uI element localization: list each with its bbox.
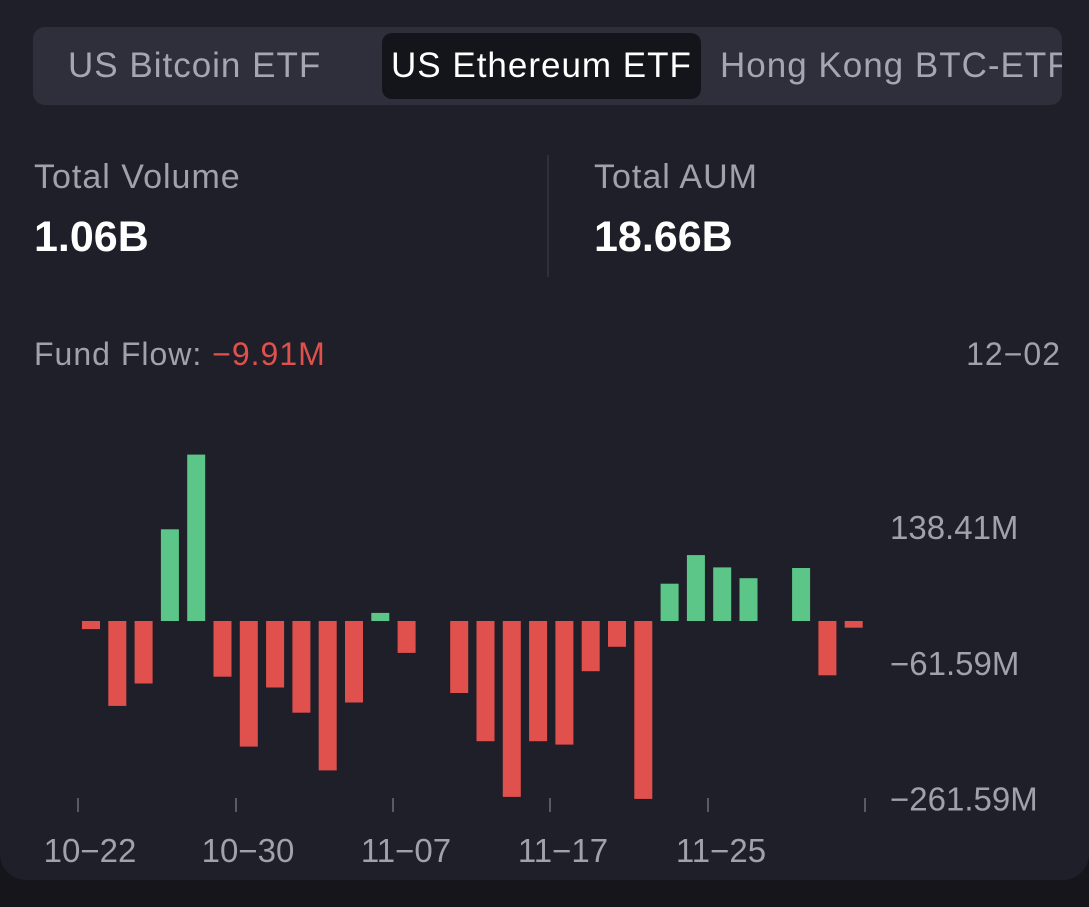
flow-bar[interactable] xyxy=(266,621,285,688)
flow-bar[interactable] xyxy=(213,621,232,677)
fund-flow-date: 12−02 xyxy=(966,336,1061,372)
flow-bar[interactable] xyxy=(292,621,311,713)
tab-us-ethereum-etf[interactable]: US Ethereum ETF xyxy=(382,33,701,99)
flow-bar[interactable] xyxy=(82,621,100,630)
flow-bar[interactable] xyxy=(108,621,127,706)
flow-bar[interactable] xyxy=(713,567,732,621)
flow-bar[interactable] xyxy=(345,621,363,703)
flow-bar[interactable] xyxy=(686,555,705,621)
tab-us-bitcoin-etf[interactable]: US Bitcoin ETF xyxy=(68,46,322,85)
x-tick-label: 11−25 xyxy=(676,832,766,869)
etf-tab-bar: US Bitcoin ETF US Ethereum ETF Hong Kong… xyxy=(33,27,1062,105)
bar-group xyxy=(82,454,863,799)
total-volume-value: 1.06B xyxy=(34,213,149,261)
flow-bar[interactable] xyxy=(529,621,548,742)
etf-card: US Bitcoin ETF US Ethereum ETF Hong Kong… xyxy=(0,0,1089,880)
flow-bar[interactable] xyxy=(581,621,600,672)
flow-bar[interactable] xyxy=(792,568,811,621)
x-tick-label: 10−30 xyxy=(202,832,295,869)
flow-bar[interactable] xyxy=(739,578,758,621)
tab-hong-kong-btc-etf[interactable]: Hong Kong BTC-ETF xyxy=(720,46,1062,85)
fund-flow-value: −9.91M xyxy=(212,336,326,372)
x-tick-marks xyxy=(77,798,866,812)
flow-bar[interactable] xyxy=(318,621,337,771)
flow-bar[interactable] xyxy=(844,621,863,628)
flow-bar[interactable] xyxy=(555,621,574,745)
stats-divider xyxy=(547,155,549,277)
total-aum-value: 18.66B xyxy=(594,213,733,261)
y-axis-labels: 138.41M −61.59M −261.59M xyxy=(890,509,1038,818)
flow-bar[interactable] xyxy=(371,612,390,621)
flow-bar[interactable] xyxy=(450,621,469,693)
total-aum-label: Total AUM xyxy=(594,158,758,196)
y-tick-label: −261.59M xyxy=(890,781,1038,818)
flow-bar[interactable] xyxy=(818,621,837,676)
x-tick-label: 10−22 xyxy=(44,832,137,869)
flow-bar[interactable] xyxy=(187,454,206,621)
total-volume-label: Total Volume xyxy=(34,158,241,196)
x-tick-label: 11−17 xyxy=(518,832,608,869)
flow-bar[interactable] xyxy=(660,583,679,621)
flow-bar[interactable] xyxy=(134,621,153,684)
flow-bar[interactable] xyxy=(502,621,521,797)
flow-bar[interactable] xyxy=(476,621,495,742)
flow-bar[interactable] xyxy=(160,529,179,621)
flow-bar[interactable] xyxy=(608,621,626,647)
y-tick-label: 138.41M xyxy=(890,509,1018,546)
flow-bar[interactable] xyxy=(397,621,416,653)
x-tick-label: 11−07 xyxy=(361,832,451,869)
fund-flow-title: Fund Flow: xyxy=(34,336,203,372)
flow-bar[interactable] xyxy=(634,621,653,799)
fund-flow-label: Fund Flow: −9.91M xyxy=(34,336,326,373)
y-tick-label: −61.59M xyxy=(890,645,1019,682)
x-axis-labels: 10−22 10−30 11−07 11−17 11−25 xyxy=(44,832,766,869)
flow-bar[interactable] xyxy=(239,621,258,747)
